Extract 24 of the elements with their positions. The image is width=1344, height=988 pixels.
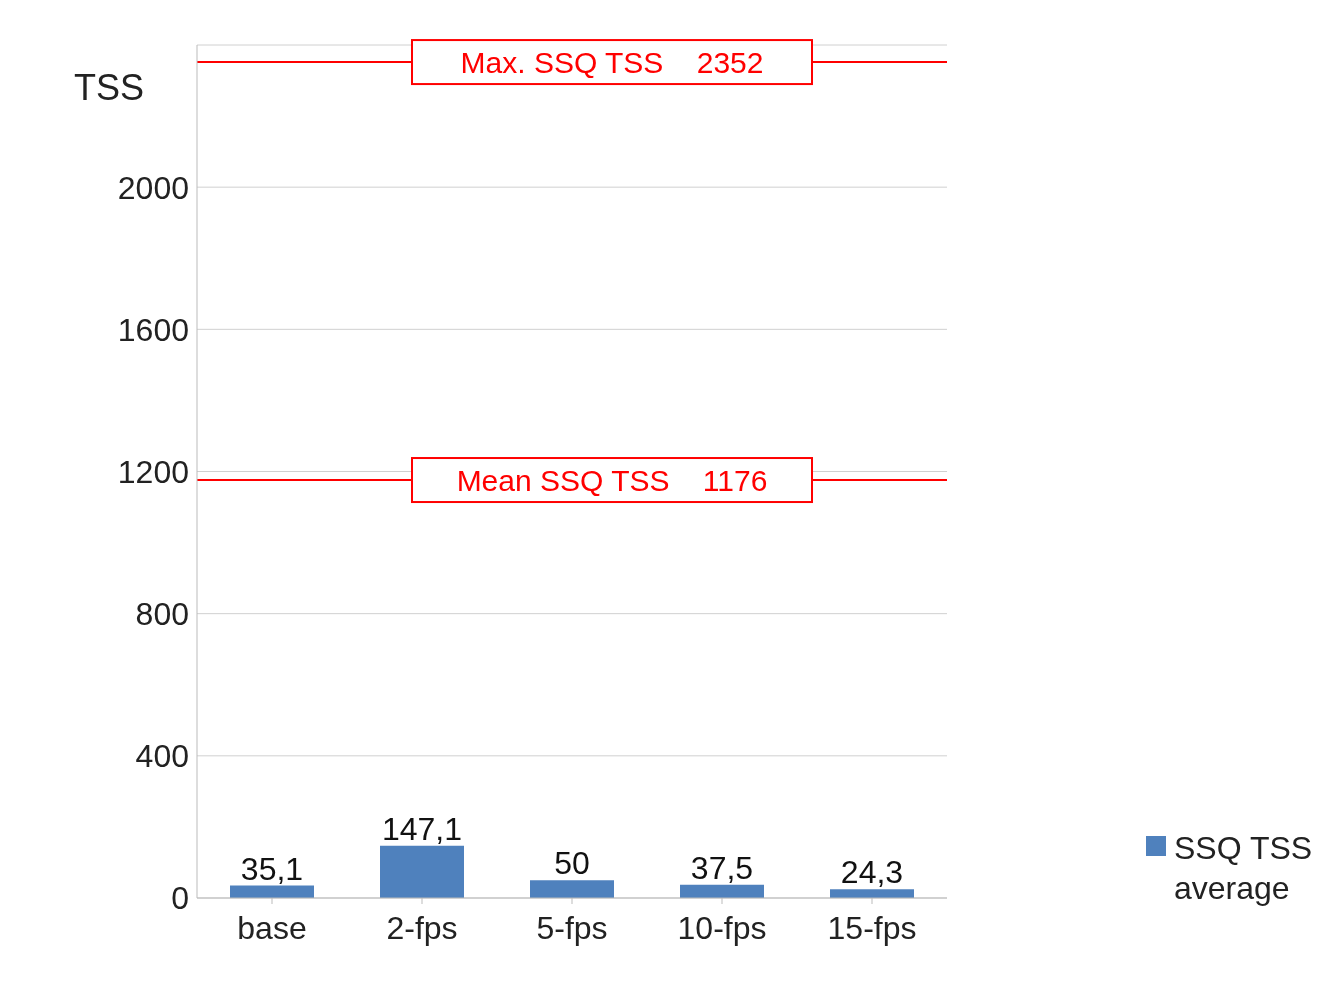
ref-line-label: Mean SSQ TSS 1176 xyxy=(456,464,768,498)
y-tick-label: 0 xyxy=(171,880,189,917)
x-tick-label: base xyxy=(237,909,307,946)
y-tick-label: 1600 xyxy=(117,311,189,348)
text: 147,1 xyxy=(381,810,463,847)
x-tick-label: 10-fps xyxy=(677,909,767,946)
ref-line-label: Max. SSQ TSS 2352 xyxy=(460,46,764,80)
legend-label: SSQ TSS average xyxy=(1174,829,1314,908)
bar xyxy=(530,880,614,898)
text: 24,3 xyxy=(840,854,904,891)
y-tick-label: 800 xyxy=(135,596,189,633)
y-tick-label: 400 xyxy=(135,738,189,775)
y-tick-label: 2000 xyxy=(117,169,189,206)
text: 35,1 xyxy=(240,850,304,887)
bar xyxy=(830,889,914,898)
y-axis-title: TSS xyxy=(74,67,145,108)
bar xyxy=(680,884,764,898)
bar xyxy=(380,845,464,898)
x-tick-label: 2-fps xyxy=(386,909,458,946)
text: 50 xyxy=(554,845,590,882)
text: 37,5 xyxy=(690,849,754,886)
x-tick-label: 5-fps xyxy=(536,909,608,946)
y-tick-label: 1200 xyxy=(117,453,189,490)
x-tick-label: 15-fps xyxy=(827,909,917,946)
